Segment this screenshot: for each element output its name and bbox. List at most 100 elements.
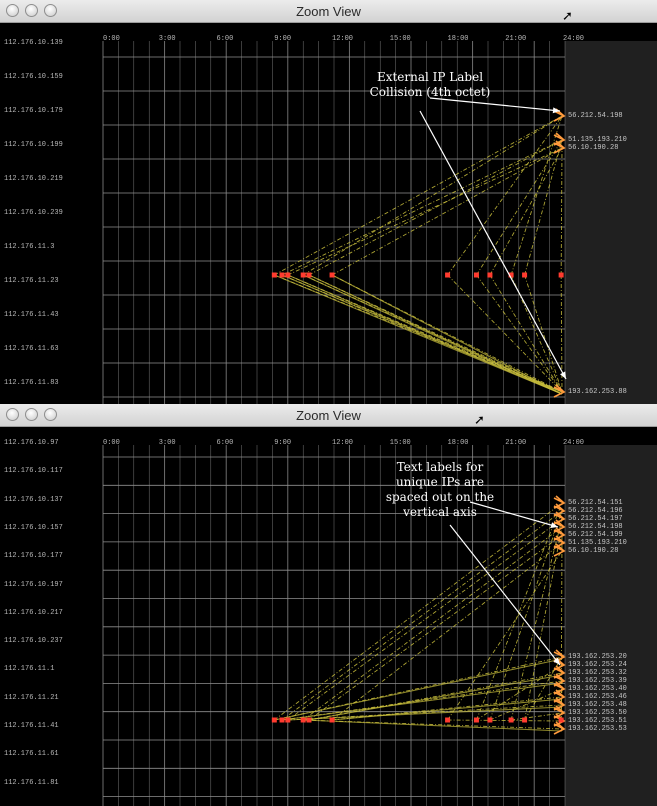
- external-ip-label: 193.162.253.20: [568, 653, 627, 661]
- arrowhead-marker: [553, 535, 566, 549]
- y-axis-label: 112.176.10.117: [4, 467, 63, 476]
- external-ip-label: 51.135.193.210: [568, 539, 627, 547]
- connection-edge: [274, 502, 563, 721]
- y-axis-label: 112.176.11.81: [4, 778, 59, 787]
- connection-edge: [560, 147, 563, 276]
- close-button[interactable]: [6, 4, 19, 17]
- connection-edge: [287, 274, 563, 395]
- connection-edge: [332, 698, 563, 721]
- y-axis-label: 112.176.10.139: [4, 39, 63, 47]
- annotation-line: unique IPs are: [395, 475, 485, 489]
- connection-edge: [302, 115, 563, 276]
- minimize-button[interactable]: [25, 4, 38, 17]
- connection-edge: [308, 534, 563, 721]
- label-gutter: [565, 427, 657, 806]
- mouse-cursor-icon: ➚: [474, 412, 485, 427]
- y-axis-label: 112.176.10.179: [4, 107, 63, 115]
- zoom-button[interactable]: [44, 4, 57, 17]
- external-ip-label: 193.162.253.50: [568, 709, 627, 717]
- connection-edge: [308, 674, 563, 721]
- close-button[interactable]: [6, 408, 19, 421]
- zoom-canvas[interactable]: 112.176.10.139 112.176.10.159 112.176.10.1…: [0, 23, 657, 404]
- annotation-arrowhead: [552, 107, 560, 114]
- connection-edge: [331, 274, 563, 395]
- arrowhead-marker: [553, 132, 566, 146]
- window-title: Zoom View: [296, 4, 361, 19]
- annotation-arrowhead: [560, 371, 566, 379]
- connection-edge: [560, 274, 563, 393]
- arrowhead-marker: [553, 519, 566, 533]
- x-axis-label: 9:00: [274, 35, 292, 43]
- x-axis-label: 3:00: [158, 439, 176, 447]
- annotation-line: Collision (4th octet): [369, 85, 491, 99]
- x-axis-label: 3:00: [158, 35, 176, 43]
- title-bar[interactable]: Zoom View ➚: [0, 0, 657, 23]
- annotation-line: vertical axis: [403, 505, 477, 519]
- connection-edge: [287, 518, 563, 721]
- source-event-marker: [508, 272, 514, 278]
- minimize-button[interactable]: [25, 408, 38, 421]
- source-event-marker: [445, 717, 451, 723]
- connection-edge: [489, 147, 563, 276]
- title-bar[interactable]: Zoom View ➚: [0, 404, 657, 427]
- x-axis-label: 24:00: [563, 35, 585, 43]
- x-axis-label: 0:00: [103, 35, 120, 43]
- external-ip-label: 56.10.190.28: [568, 547, 619, 555]
- source-event-marker: [473, 717, 479, 723]
- arrowhead-marker: [553, 140, 566, 154]
- external-ip-group: 51.135.193.210 56.10.190.28: [568, 136, 627, 152]
- connection-edge: [331, 147, 563, 276]
- external-ip-label: 56.212.54.198: [568, 523, 623, 531]
- zoom-view-window-2: Zoom View ➚ 112.176.10.97 112.176.10.117 1…: [0, 404, 657, 806]
- annotation-pointer: [449, 524, 561, 666]
- x-axis-label: 21:00: [505, 439, 527, 447]
- y-axis-label: 112.176.10.137: [4, 495, 63, 504]
- y-axis-label: 112.176.10.237: [4, 637, 63, 646]
- external-ip-label: 56.10.190.28: [568, 144, 619, 152]
- zoom-canvas[interactable]: 112.176.10.97 112.176.10.117 112.176.10.13…: [0, 427, 657, 806]
- arrowhead-marker: [553, 697, 566, 711]
- x-axis-label: 24:00: [563, 439, 585, 447]
- source-event-marker: [329, 272, 335, 278]
- timeline-plot[interactable]: [0, 23, 657, 404]
- arrowhead-marker: [553, 689, 566, 703]
- external-ip-label: 193.162.253.51: [568, 717, 627, 725]
- external-ip-group: 56.212.54.198: [568, 112, 623, 120]
- connection-edge: [489, 510, 563, 721]
- annotation-pointer: [429, 97, 561, 112]
- connection-edge: [524, 656, 563, 721]
- external-ip-group: 193.162.253.88: [568, 388, 627, 396]
- connection-edge: [281, 139, 563, 276]
- timeline-plot[interactable]: [0, 427, 657, 806]
- y-axis-label: 112.176.10.197: [4, 580, 63, 589]
- y-axis-label: 112.176.10.219: [4, 175, 63, 183]
- connection-edge: [303, 719, 563, 730]
- window-title: Zoom View: [296, 408, 361, 423]
- annotation-label-collision: External IP Label Collision (4th octet): [355, 70, 505, 100]
- source-event-marker: [285, 717, 291, 723]
- connection-edge: [331, 542, 563, 721]
- connection-edge: [510, 115, 563, 276]
- external-ip-label: 193.162.253.32: [568, 669, 627, 677]
- y-axis-label: 112.176.10.159: [4, 73, 63, 81]
- x-axis-label: 15:00: [389, 439, 411, 447]
- y-axis-label: 112.176.10.199: [4, 141, 63, 149]
- connection-edge: [476, 664, 563, 721]
- external-ip-label: 193.162.253.46: [568, 693, 627, 701]
- connection-edge: [524, 274, 563, 393]
- connection-edge: [274, 656, 563, 721]
- arrowhead-marker: [553, 705, 566, 719]
- annotation-arrowhead: [553, 657, 560, 665]
- source-event-marker: [285, 272, 291, 278]
- connection-edge: [308, 139, 563, 276]
- y-axis-label: 112.176.11.41: [4, 722, 59, 730]
- arrowhead-marker: [553, 384, 566, 398]
- y-axis-label: 112.176.11.83: [4, 379, 59, 387]
- external-ip-label: 193.162.253.40: [568, 685, 627, 693]
- zoom-button[interactable]: [44, 408, 57, 421]
- annotation-line: External IP Label: [376, 70, 484, 84]
- connection-edge: [308, 274, 563, 395]
- arrowhead-marker: [553, 681, 566, 695]
- external-ip-label: 56.212.54.197: [568, 515, 623, 523]
- connection-edge: [489, 274, 563, 393]
